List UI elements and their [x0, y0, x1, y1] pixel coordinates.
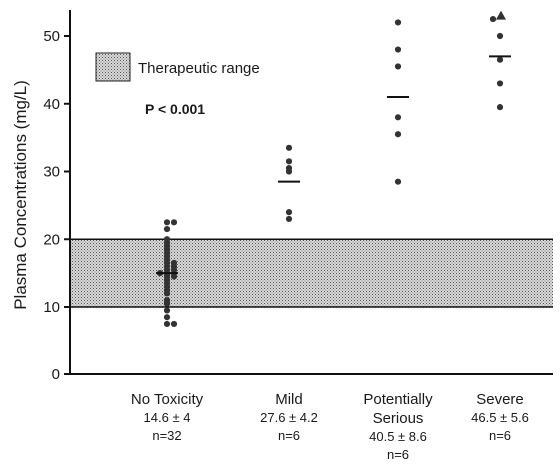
data-point [170, 320, 178, 328]
data-point [285, 209, 293, 216]
means-layer [156, 55, 511, 275]
data-point [394, 114, 402, 121]
data-point [170, 219, 178, 226]
category-label: Serious [373, 410, 424, 427]
p-value-annotation: P < 0.001 [145, 101, 205, 117]
data-point [496, 32, 504, 40]
data-point [394, 178, 402, 185]
data-point [163, 307, 171, 314]
category-stat: 40.5 ± 8.6 [369, 429, 427, 444]
category-stat: 14.6 ± 4 [144, 410, 191, 425]
data-point [163, 320, 171, 328]
data-point [489, 15, 497, 23]
data-point [285, 144, 293, 151]
data-point [394, 46, 402, 53]
data-point [163, 225, 171, 233]
legend: Therapeutic range [95, 52, 260, 82]
y-tick-label: 10 [43, 299, 60, 316]
y-tick-label: 0 [52, 366, 60, 383]
category-n: n=6 [278, 428, 300, 443]
category-n: n=32 [152, 428, 181, 443]
data-point [285, 158, 293, 165]
category-label: Potentially [363, 391, 433, 408]
category-stat: 27.6 ± 4.2 [260, 410, 318, 425]
therapeutic-range-band [70, 239, 553, 307]
y-tick-label: 20 [43, 231, 60, 248]
y-axis-label: Plasma Concentrations (mg/L) [11, 80, 30, 310]
data-point [285, 215, 293, 223]
points-layer [156, 10, 506, 328]
data-point [394, 63, 402, 70]
legend-label: Therapeutic range [138, 60, 260, 77]
data-point [285, 168, 293, 175]
data-point [163, 290, 171, 297]
data-point-triangle [496, 10, 506, 20]
data-point [496, 56, 504, 63]
y-tick-label: 30 [43, 164, 60, 181]
y-tick-label: 40 [43, 96, 60, 113]
category-label: Mild [275, 391, 303, 408]
data-point [163, 300, 171, 307]
data-point [163, 219, 171, 226]
legend-swatch [95, 52, 131, 82]
therapeutic-range-layer [70, 238, 553, 308]
data-point [496, 80, 504, 87]
category-n: n=6 [387, 447, 409, 462]
data-point [170, 273, 178, 280]
category-stat: 46.5 ± 5.6 [471, 410, 529, 425]
data-point [163, 314, 171, 321]
data-point [394, 131, 402, 138]
category-n: n=6 [489, 428, 511, 443]
data-point [496, 104, 504, 111]
axis-layer: 0 10 20 30 40 50 [43, 10, 553, 383]
y-tick-label: 50 [43, 28, 60, 45]
category-labels: No Toxicity 14.6 ± 4 n=32 Mild 27.6 ± 4.2 n=6… [131, 391, 529, 462]
category-label: No Toxicity [131, 391, 204, 408]
category-label: Severe [476, 391, 524, 408]
data-point [394, 19, 402, 26]
